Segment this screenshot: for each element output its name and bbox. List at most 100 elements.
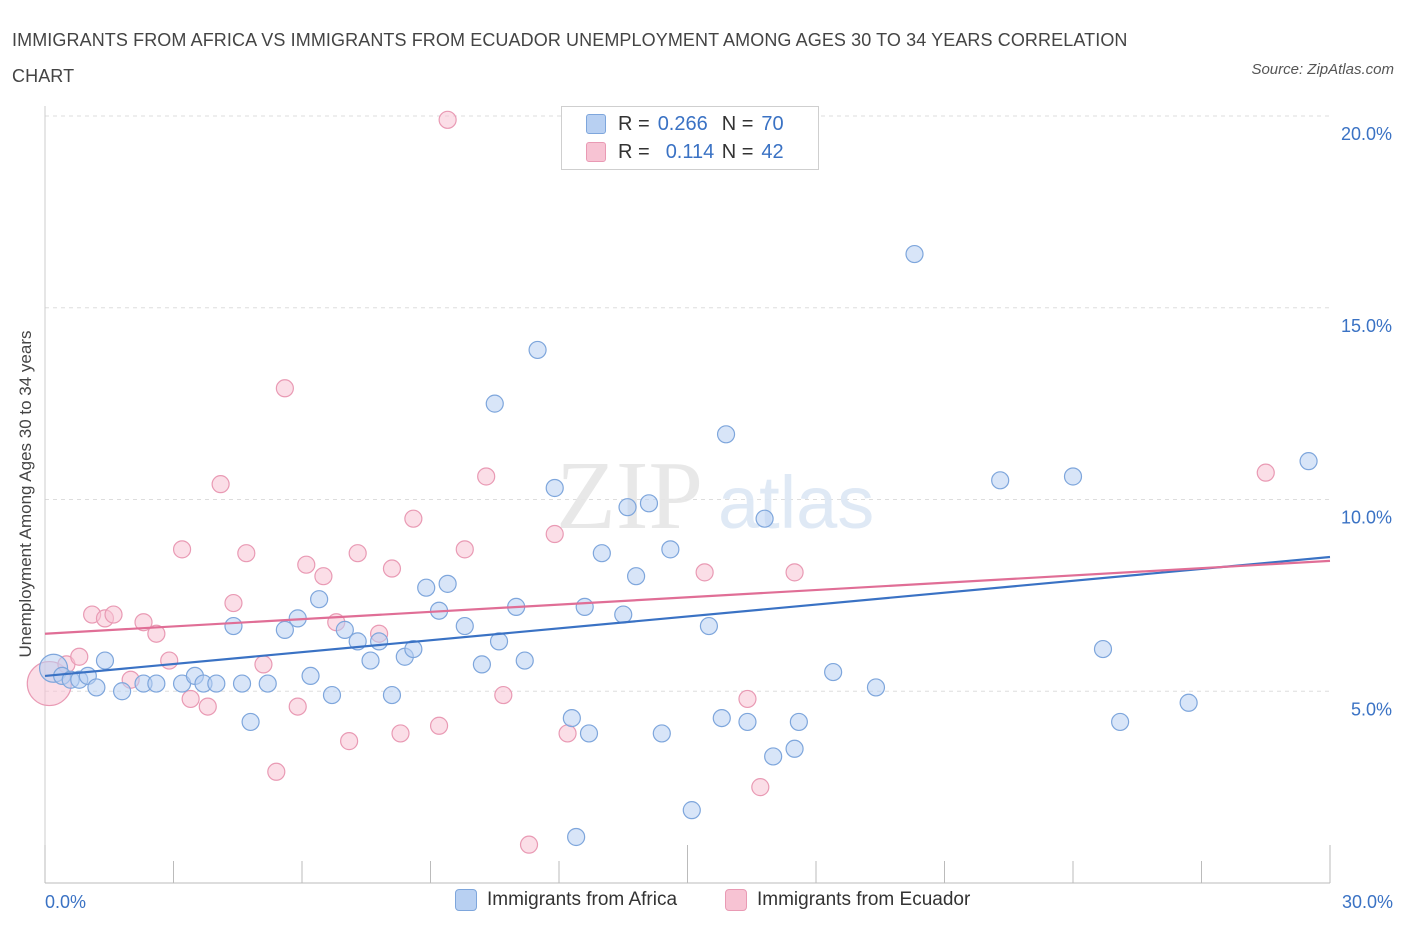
point-africa bbox=[404, 639, 423, 659]
point-africa bbox=[87, 678, 106, 697]
point-africa bbox=[738, 712, 757, 732]
point-africa bbox=[112, 682, 132, 701]
point-ecuador bbox=[477, 467, 496, 486]
y-tick-label: 20.0% bbox=[1341, 124, 1392, 144]
legend-n-label: N = bbox=[721, 112, 754, 135]
bottom-legend-swatch-ecuador bbox=[725, 889, 747, 911]
legend-r-value: 0.266 bbox=[657, 112, 708, 135]
legend-n-value: 70 bbox=[761, 112, 784, 135]
point-ecuador bbox=[455, 540, 474, 559]
point-ecuador bbox=[70, 647, 89, 666]
point-africa bbox=[866, 678, 886, 697]
point-africa bbox=[716, 425, 736, 444]
point-ecuador bbox=[267, 762, 286, 781]
point-africa bbox=[682, 801, 701, 820]
point-ecuador bbox=[237, 544, 256, 563]
legend-r-label: R = bbox=[618, 112, 650, 135]
point-ecuador bbox=[181, 689, 200, 709]
point-ecuador bbox=[297, 555, 316, 574]
point-africa bbox=[699, 616, 719, 636]
point-africa bbox=[652, 724, 671, 743]
point-ecuador bbox=[224, 593, 243, 613]
trend-line-africa bbox=[44, 555, 1331, 678]
point-ecuador bbox=[275, 379, 294, 398]
tick-labels: 5.0% 10.0% 15.0% 20.0% 0.0% 30.0% bbox=[45, 124, 1393, 912]
point-ecuador bbox=[438, 110, 457, 129]
point-africa bbox=[438, 574, 457, 593]
point-africa bbox=[361, 651, 380, 670]
point-africa bbox=[545, 478, 564, 498]
point-africa bbox=[232, 674, 252, 693]
point-africa bbox=[301, 666, 320, 686]
point-africa bbox=[528, 340, 547, 360]
bottom-legend: Immigrants from Africa Immigrants from E… bbox=[0, 889, 1406, 917]
point-africa bbox=[575, 597, 594, 616]
point-africa bbox=[991, 471, 1010, 490]
legend-row-ecuador: R = 0.114 N = 42 bbox=[586, 139, 784, 165]
point-ecuador bbox=[519, 835, 539, 854]
point-africa bbox=[370, 632, 389, 651]
bottom-legend-africa: Immigrants from Africa bbox=[455, 889, 677, 911]
point-ecuador bbox=[254, 655, 273, 674]
point-africa bbox=[789, 712, 808, 732]
point-africa bbox=[472, 655, 491, 674]
point-africa bbox=[241, 712, 260, 732]
point-africa bbox=[1111, 712, 1130, 732]
y-tick-label: 15.0% bbox=[1341, 316, 1392, 336]
point-africa bbox=[626, 567, 646, 586]
point-africa bbox=[567, 827, 586, 847]
point-africa bbox=[785, 739, 804, 758]
point-africa bbox=[275, 620, 294, 639]
point-ecuador bbox=[785, 563, 804, 582]
point-africa bbox=[515, 651, 534, 670]
point-africa bbox=[562, 708, 581, 728]
point-ecuador bbox=[695, 563, 714, 582]
x-tick-label: 0.0% bbox=[45, 892, 86, 912]
point-ecuador bbox=[288, 697, 307, 716]
point-ecuador bbox=[147, 624, 166, 643]
source-label: Source: ZipAtlas.com bbox=[1251, 61, 1394, 78]
series-africa-points bbox=[38, 244, 1318, 847]
watermark-atlas: atlas bbox=[718, 461, 874, 544]
point-africa bbox=[824, 662, 843, 682]
point-ecuador bbox=[751, 778, 770, 797]
point-ecuador bbox=[429, 716, 449, 735]
stats-legend: R = 0.266 N = 70 R = 0.114 N = 42 bbox=[561, 106, 819, 170]
point-africa bbox=[382, 685, 402, 705]
point-ecuador bbox=[340, 732, 359, 751]
point-africa bbox=[1063, 467, 1083, 486]
axes bbox=[44, 106, 1331, 884]
point-africa bbox=[1093, 639, 1113, 659]
chart-title: IMMIGRANTS FROM AFRICA VS IMMIGRANTS FRO… bbox=[12, 30, 1128, 86]
point-africa bbox=[322, 685, 342, 705]
legend-n-label: N = bbox=[721, 140, 754, 163]
point-africa bbox=[258, 674, 277, 693]
trend-lines bbox=[44, 555, 1331, 678]
y-tick-label: 5.0% bbox=[1351, 699, 1392, 719]
point-ecuador bbox=[314, 567, 333, 586]
point-africa bbox=[1179, 693, 1198, 712]
point-ecuador bbox=[160, 651, 179, 670]
point-africa bbox=[455, 616, 474, 636]
point-ecuador bbox=[211, 475, 230, 494]
point-africa bbox=[764, 747, 783, 766]
point-africa bbox=[592, 544, 611, 563]
point-ecuador bbox=[391, 724, 410, 743]
x-tick-label: 30.0% bbox=[1342, 892, 1393, 912]
point-africa bbox=[905, 244, 924, 264]
point-ecuador bbox=[198, 697, 217, 716]
point-ecuador bbox=[382, 559, 402, 578]
point-ecuador bbox=[545, 524, 564, 544]
point-ecuador bbox=[348, 544, 367, 563]
point-africa bbox=[618, 498, 637, 517]
point-africa bbox=[614, 605, 633, 624]
point-ecuador bbox=[172, 540, 192, 559]
point-africa bbox=[661, 540, 680, 559]
point-ecuador bbox=[134, 613, 153, 632]
point-africa bbox=[335, 620, 354, 639]
trend-line-ecuador bbox=[44, 559, 1331, 635]
point-africa bbox=[224, 616, 243, 636]
y-tick-label: 10.0% bbox=[1341, 508, 1392, 528]
point-ecuador bbox=[404, 509, 423, 528]
